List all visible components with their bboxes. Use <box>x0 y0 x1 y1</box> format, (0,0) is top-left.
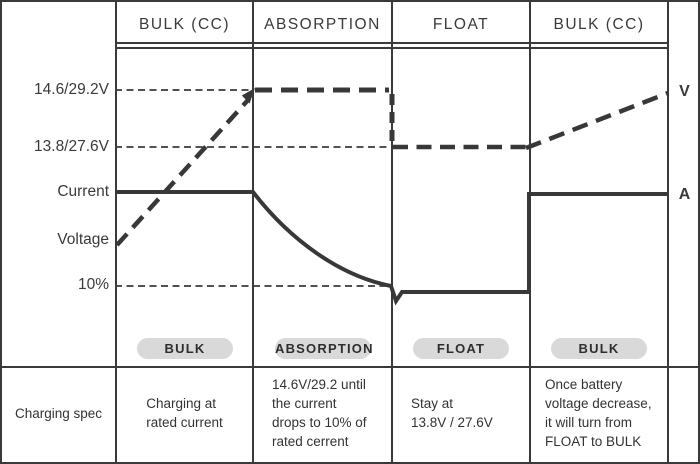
voltage-curve-bulk2-rise <box>525 90 669 151</box>
voltage-curve-bulk1-rise <box>115 98 250 247</box>
stage-pill-bulk2: BULK <box>551 338 647 359</box>
spec-cell-bulk1: Charging at rated current <box>117 368 252 460</box>
phase-header-absorption: ABSORPTION <box>264 16 381 33</box>
chart-top-rule <box>115 47 669 49</box>
column-divider-labels-bulk1 <box>115 2 117 462</box>
spec-row-label: Charging spec <box>14 405 103 421</box>
spec-cell-bulk2: Once battery voltage decrease, it will t… <box>531 368 667 460</box>
spec-table-top-rule <box>2 366 698 368</box>
spec-text-bulk2: Once battery voltage decrease, it will t… <box>545 377 652 449</box>
label-absorption-voltage: 14.6/29.2V <box>34 81 109 98</box>
spec-cell-float: Stay at 13.8V / 27.6V <box>393 368 529 460</box>
spec-row-label-cell: Charging spec <box>2 368 115 460</box>
label-current: Current <box>57 183 109 200</box>
spec-text-absorption: 14.6V/29.2 until the current drops to 10… <box>272 377 367 449</box>
column-divider-bulk1-absorption <box>252 2 254 462</box>
header-bottom-rule <box>115 42 669 44</box>
label-voltage: Voltage <box>57 231 109 248</box>
voltage-curve-arrowhead <box>241 88 255 104</box>
current-curve <box>115 190 668 306</box>
spec-cell-absorption: 14.6V/29.2 until the current drops to 10… <box>254 368 391 460</box>
stage-pill-bulk1: BULK <box>137 338 233 359</box>
label-float-voltage: 13.8/27.6V <box>34 138 109 155</box>
phase-header-float: FLOAT <box>432 16 490 33</box>
phase-header-bulk1: BULK (CC) <box>138 16 230 33</box>
label-ten-percent: 10% <box>77 276 109 293</box>
column-divider-absorption-float <box>391 2 393 462</box>
stage-pill-absorption: ABSORPTION <box>275 338 372 359</box>
spec-text-float: Stay at 13.8V / 27.6V <box>411 396 493 430</box>
column-divider-bulk2-units <box>667 2 669 462</box>
phase-header-bulk2: BULK (CC) <box>553 16 645 33</box>
spec-text-bulk1: Charging at rated current <box>146 396 223 430</box>
label-amps-axis: A <box>678 186 691 203</box>
stage-pill-float: FLOAT <box>413 338 509 359</box>
label-volts-axis: V <box>679 83 690 100</box>
